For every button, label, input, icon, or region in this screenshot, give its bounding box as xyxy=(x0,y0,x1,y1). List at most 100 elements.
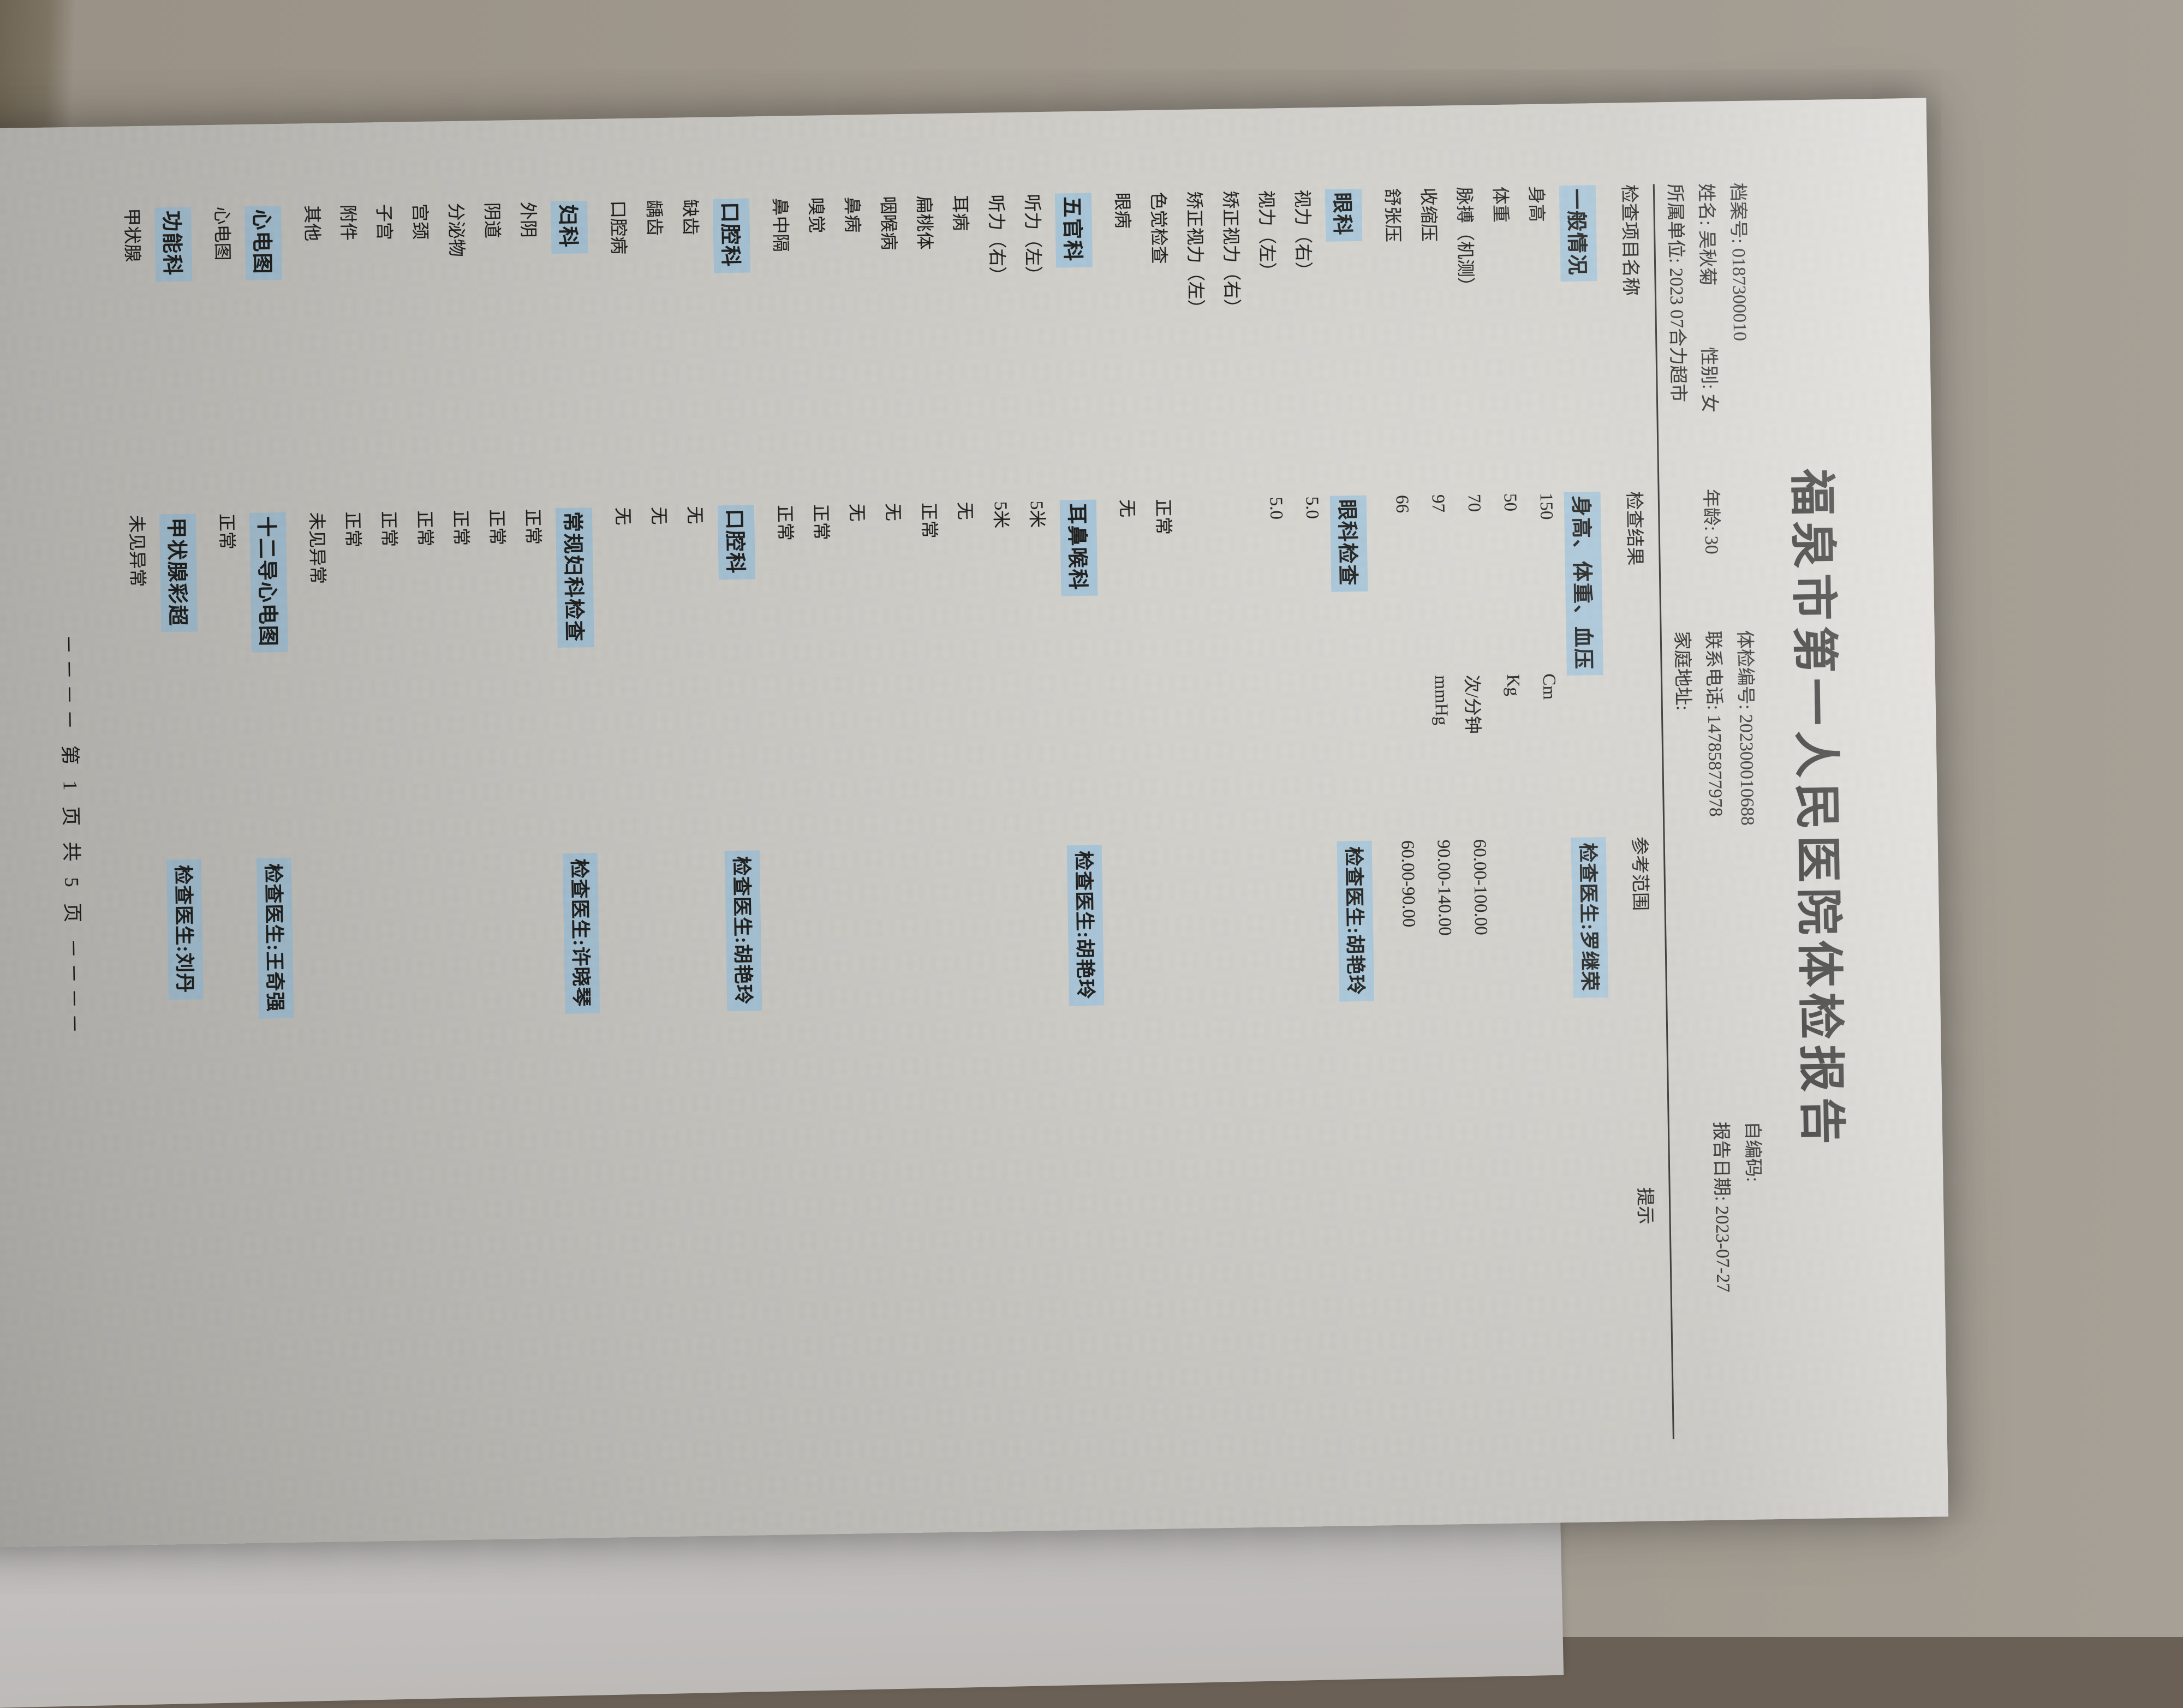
cell-result xyxy=(1219,497,1257,678)
gender-label: 性别: xyxy=(1698,347,1719,390)
cell-item: 耳病 xyxy=(944,195,985,502)
cell-tip xyxy=(311,1208,351,1460)
cell-tip xyxy=(689,1202,729,1454)
exam-no-value: 202300010688 xyxy=(1735,714,1757,826)
cell-result: 正常 xyxy=(480,509,519,690)
doctor-name-badge: 检查医生:胡艳玲 xyxy=(1067,845,1105,1006)
cell-tip xyxy=(653,1202,693,1455)
cell-result: 正常 xyxy=(804,504,843,685)
cell-result xyxy=(1183,498,1221,679)
cell-reference: 90.00-140.00 xyxy=(1422,839,1464,1191)
cell-result: 5.0 xyxy=(1255,497,1293,678)
cell-reference xyxy=(810,849,851,1201)
cell-tip xyxy=(887,1199,927,1452)
cell-result: 5米 xyxy=(1021,500,1059,682)
age-value: 30 xyxy=(1701,535,1722,554)
cell-item: 口腔病 xyxy=(601,200,642,507)
cell-tip xyxy=(131,1210,171,1463)
gender-field: 性别: 女 xyxy=(1698,347,1720,489)
cell-item: 子宫 xyxy=(367,204,408,511)
section-heading-label: 十二导心电图 xyxy=(249,512,288,653)
cell-unit xyxy=(1221,678,1260,843)
cell-reference xyxy=(126,860,167,1211)
cell-unit xyxy=(1293,677,1332,842)
section-doctor: 检查医生:胡艳玲 xyxy=(1332,840,1395,1444)
report-date-field: 报告日期: 2023-07-27 xyxy=(1710,1121,1733,1292)
cell-item: 听力（左） xyxy=(1016,194,1057,501)
archive-field: 档案号: 0187300010 xyxy=(1727,183,1754,630)
section-heading: 耳鼻喉科 xyxy=(1057,500,1116,846)
cell-tip xyxy=(1500,1189,1540,1442)
cell-item: 心电图 xyxy=(205,206,246,513)
section-doctor: 检查医生:王奇强 xyxy=(252,858,315,1461)
doctor-name-badge: 检查医生:罗继荣 xyxy=(1571,837,1608,998)
cell-unit xyxy=(123,695,162,860)
cell-unit: Cm xyxy=(1528,673,1566,838)
cell-result: 无 xyxy=(678,506,717,687)
name-value: 吴秋菊 xyxy=(1696,230,1717,286)
cell-unit xyxy=(843,684,882,849)
cell-unit xyxy=(303,692,342,857)
cell-result: 正常 xyxy=(444,510,483,691)
cell-reference xyxy=(1224,843,1266,1194)
cell-result: 正常 xyxy=(408,510,447,691)
cell-reference xyxy=(954,847,995,1198)
cell-reference xyxy=(990,846,1031,1198)
section-heading: 常规妇科检查 xyxy=(552,507,612,853)
cell-result: 无 xyxy=(949,501,987,683)
cell-tip xyxy=(1302,1192,1341,1445)
age-field: 年龄: 30 xyxy=(1701,489,1722,631)
section-heading-label: 眼科检查 xyxy=(1330,495,1368,592)
cell-reference xyxy=(1530,838,1571,1189)
cell-item: 咽喉病 xyxy=(872,196,912,503)
section-name: 妇科 xyxy=(547,201,606,509)
section-heading: 眼科检查 xyxy=(1327,495,1386,841)
cell-item: 收缩压 xyxy=(1412,187,1453,494)
cell-result: 50 xyxy=(1489,493,1528,674)
cell-tip xyxy=(419,1206,459,1459)
cell-tip xyxy=(923,1198,963,1451)
cell-unit xyxy=(411,691,450,856)
cell-reference xyxy=(1296,841,1338,1193)
section-label-五官科: 五官科 xyxy=(1055,193,1093,268)
section-heading: 口腔科 xyxy=(714,505,774,851)
cell-item: 视力（右） xyxy=(1286,189,1327,497)
cell-item: 脉搏（机测） xyxy=(1448,187,1489,494)
section-label-眼科: 眼科 xyxy=(1325,189,1362,242)
cell-reference xyxy=(450,855,491,1206)
page-title: 福泉市第一人民医院体检报告 xyxy=(1778,181,1865,1437)
cell-tip xyxy=(959,1198,999,1450)
cell-reference xyxy=(1188,843,1230,1195)
section-doctor: 检查医生:胡艳玲 xyxy=(1062,845,1125,1448)
section-name: 口腔科 xyxy=(709,198,768,506)
archive-value: 0187300010 xyxy=(1728,248,1750,342)
section-heading-label: 口腔科 xyxy=(718,505,755,580)
cell-result: 66 xyxy=(1381,495,1419,676)
cell-item: 外阴 xyxy=(511,201,552,509)
cell-tip xyxy=(1428,1190,1468,1443)
cell-reference xyxy=(918,847,959,1199)
cell-reference: 60.00-90.00 xyxy=(1386,840,1428,1191)
cell-result: 无 xyxy=(840,503,879,684)
cell-tip xyxy=(617,1203,657,1455)
cell-unit xyxy=(879,684,918,849)
phone-field: 联系电话: 14785877978 xyxy=(1703,631,1730,1122)
cell-unit xyxy=(519,689,558,854)
cell-unit xyxy=(339,692,378,857)
cell-reference xyxy=(486,854,527,1205)
cell-tip xyxy=(455,1205,495,1458)
section-doctor: 检查医生:许晓琴 xyxy=(558,853,621,1456)
cell-unit: 次/分钟 xyxy=(1456,674,1494,839)
cell-tip xyxy=(851,1199,891,1452)
cell-unit xyxy=(213,694,252,859)
cell-result: 70 xyxy=(1453,494,1492,675)
photo-backdrop: 福泉市第一人民医院体检报告 档案号: 0187300010 体检编号: 2023… xyxy=(0,0,2183,1637)
cell-result: 97 xyxy=(1417,494,1456,676)
cell-tip xyxy=(221,1209,261,1462)
cell-item: 矫正视力（右） xyxy=(1214,190,1255,498)
cell-tip xyxy=(527,1204,567,1457)
section-label-妇科: 妇科 xyxy=(551,201,588,254)
cell-item: 嗅觉 xyxy=(800,197,840,504)
address-label: 家庭地址: xyxy=(1671,631,1692,710)
cell-reference xyxy=(342,856,383,1208)
